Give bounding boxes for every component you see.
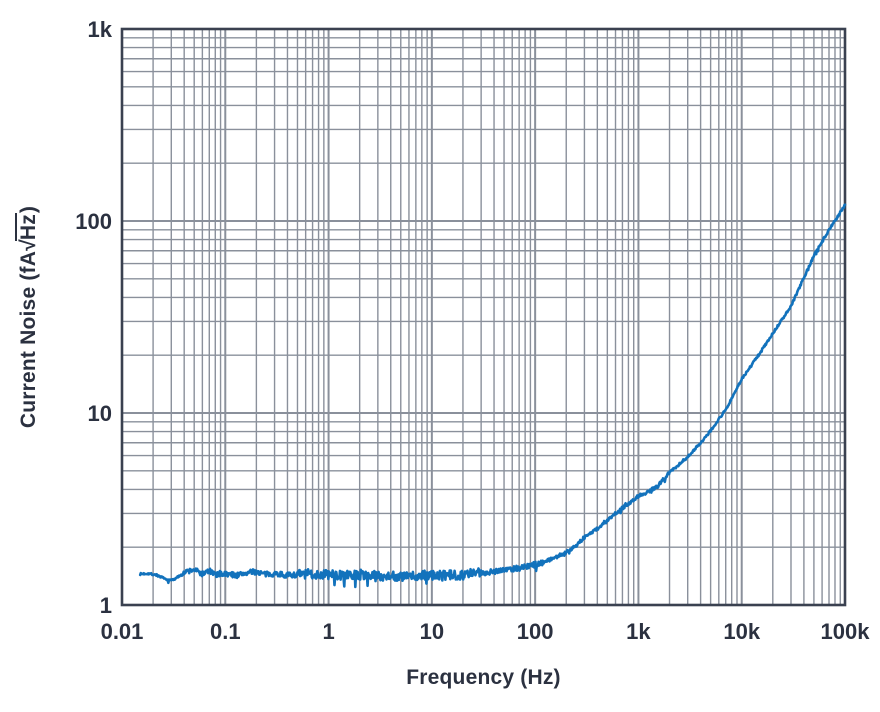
x-tick-label: 1 — [322, 619, 334, 644]
tick-labels: 0.01 0.1 1 10 100 1k 10k 100k 1 10 100 1k — [75, 17, 870, 644]
current-noise-curve — [138, 203, 847, 589]
y-axis-title: Current Noise (fA√Hz) — [15, 117, 43, 517]
x-axis-title: Frequency (Hz) — [406, 666, 561, 689]
grid-lines — [122, 29, 845, 605]
y-axis-title-radicand: Hz — [15, 213, 40, 242]
x-tick-label: 100k — [821, 619, 871, 644]
x-tick-label: 1k — [626, 619, 651, 644]
y-tick-label: 1 — [100, 593, 112, 618]
y-axis-title-suffix: ) — [17, 205, 40, 214]
y-tick-label: 100 — [75, 209, 112, 234]
plot-border — [120, 27, 847, 607]
x-tick-label: 10 — [420, 619, 444, 644]
y-axis-title-prefix: Current Noise (fA — [17, 250, 40, 429]
y-tick-label: 10 — [88, 401, 112, 426]
x-tick-label: 0.01 — [101, 619, 144, 644]
x-tick-label: 10k — [723, 619, 760, 644]
x-tick-label: 100 — [517, 619, 554, 644]
y-tick-label: 1k — [88, 17, 113, 42]
x-tick-label: 0.1 — [210, 619, 241, 644]
